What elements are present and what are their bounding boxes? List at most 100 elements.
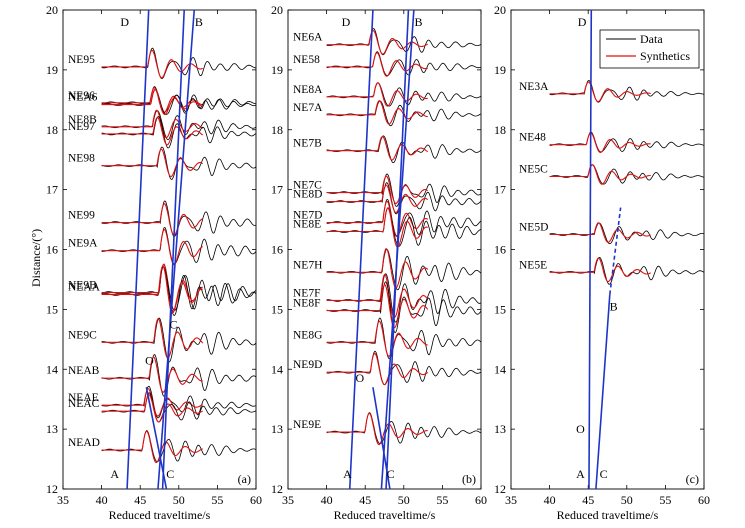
station-label: NE8G: [293, 329, 322, 341]
y-tick-label: 19: [494, 63, 506, 77]
y-tick-label: 20: [271, 3, 283, 17]
synthetic-trace: [101, 394, 203, 423]
y-tick-label: 13: [46, 422, 58, 436]
data-trace: [326, 281, 481, 334]
panel-label: (c): [686, 472, 699, 486]
x-tick-label: 50: [398, 493, 410, 507]
station-label: NE97: [68, 121, 95, 133]
synthetic-trace: [101, 430, 203, 464]
synthetic-trace: [101, 116, 204, 146]
panel-1: 35 40 45 50 55 60 12 13 14 15 16 17 18 19 20 Reduced tr…: [46, 3, 262, 522]
branch-label: C: [387, 467, 395, 481]
y-tick-label: 12: [271, 482, 283, 496]
station-label: NE8A: [293, 84, 323, 96]
station-label: NEAC: [68, 398, 100, 410]
branch-label: A: [576, 467, 585, 481]
y-tick-label: 15: [46, 302, 58, 316]
y-tick-label: 20: [494, 3, 506, 17]
y-tick-label: 18: [271, 123, 283, 137]
x-tick-label: 45: [134, 493, 146, 507]
station-label: NE5C: [519, 163, 548, 175]
synthetic-trace: [549, 164, 651, 185]
synthetic-trace: [101, 87, 203, 114]
station-label: NE8B: [68, 114, 97, 126]
branch-label: A: [343, 467, 352, 481]
traces: [549, 10, 704, 489]
y-tick-label: 14: [46, 362, 58, 376]
branch-label: B: [195, 15, 203, 29]
x-tick-label: 60: [250, 493, 262, 507]
branch-label: A: [110, 467, 119, 481]
legend-data-label: Data: [640, 32, 663, 46]
data-trace: [326, 273, 481, 323]
station-label: NE9B: [68, 280, 97, 292]
branch-label: D: [120, 15, 129, 29]
data-trace: [101, 86, 256, 113]
y-tick-label: 17: [494, 183, 506, 197]
x-tick-label: 40: [544, 493, 556, 507]
branch-label: O: [355, 371, 364, 385]
x-tick-label: 55: [436, 493, 448, 507]
data-trace: [101, 385, 256, 419]
station-label: NE96: [68, 90, 95, 102]
data-trace: [549, 222, 704, 245]
y-tick-label: 12: [494, 482, 506, 496]
synthetic-trace: [326, 136, 428, 161]
x-tick-label: 50: [621, 493, 633, 507]
branch-line: [157, 10, 196, 489]
data-trace: [326, 248, 481, 291]
y-tick-label: 18: [46, 123, 58, 137]
station-label: NE7D: [293, 210, 322, 222]
data-trace: [549, 164, 704, 185]
panel-2: 35 40 45 50 55 60 12 13 14 15 16 17 18 19 20 Reduced tr…: [271, 3, 487, 522]
y-tick-label: 18: [494, 123, 506, 137]
traces: [101, 10, 256, 489]
data-trace: [101, 354, 256, 397]
station-label: NE99: [68, 210, 95, 222]
data-trace: [549, 131, 704, 153]
data-trace: [101, 227, 256, 265]
y-tick-label: 13: [494, 422, 506, 436]
branch-dashed-line: [609, 207, 622, 295]
synthetic-trace: [101, 265, 203, 314]
synthetic-trace: [326, 175, 429, 205]
x-tick-label: 35: [282, 493, 294, 507]
x-tick-label: 60: [698, 493, 710, 507]
legend-box: [599, 29, 700, 69]
data-trace: [101, 392, 256, 423]
y-tick-label: 16: [494, 243, 506, 257]
x-axis-label: Reduced traveltime/s: [109, 508, 211, 522]
data-trace: [101, 266, 256, 316]
synthetic-trace: [101, 356, 203, 393]
branch-label: O: [576, 422, 585, 436]
synthetic-trace: [326, 412, 428, 446]
branch-line: [161, 10, 186, 489]
x-tick-label: 50: [173, 493, 185, 507]
synthetic-trace: [101, 228, 203, 266]
station-label: NE95: [68, 54, 95, 66]
branch-label: C: [600, 467, 608, 481]
synthetic-trace: [101, 88, 203, 116]
data-trace: [326, 207, 481, 247]
y-tick-label: 17: [271, 183, 283, 197]
station-label: NEAA: [68, 281, 101, 293]
branch-line: [595, 294, 611, 489]
synthetic-trace: [326, 200, 429, 238]
station-label: NE9C: [68, 329, 97, 341]
synthetic-trace: [549, 257, 651, 283]
synthetic-trace: [326, 100, 428, 125]
x-tick-label: 60: [475, 493, 487, 507]
station-label: NEA6: [68, 92, 98, 104]
panel-3: 35 40 45 50 55 60 12 13 14 15 16 17 18 19 20 Reduced tr…: [494, 3, 710, 522]
data-trace: [101, 430, 256, 463]
station-label: NEAD: [68, 437, 100, 449]
station-label: NE7H: [293, 259, 322, 271]
data-trace: [326, 182, 481, 215]
branch-label: B: [414, 15, 422, 29]
y-tick-label: 17: [46, 183, 58, 197]
x-axis-label: Reduced traveltime/s: [557, 508, 659, 522]
data-trace: [326, 412, 481, 445]
y-tick-label: 15: [494, 302, 506, 316]
station-label: NE58: [293, 54, 320, 66]
y-tick-label: 14: [494, 362, 506, 376]
